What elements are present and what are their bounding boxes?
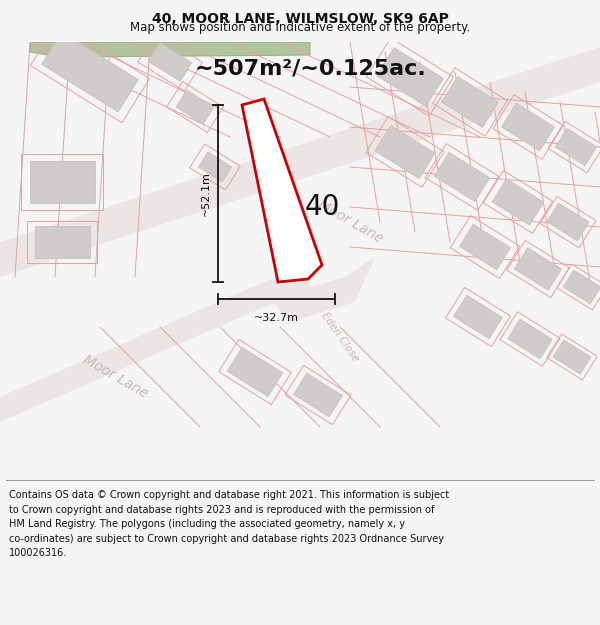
Text: 40, MOOR LANE, WILMSLOW, SK9 6AP: 40, MOOR LANE, WILMSLOW, SK9 6AP	[152, 12, 448, 26]
Text: ~507m²/~0.125ac.: ~507m²/~0.125ac.	[195, 59, 427, 79]
Polygon shape	[0, 262, 310, 422]
Text: Moor Lane: Moor Lane	[315, 198, 385, 246]
Polygon shape	[30, 42, 310, 57]
Text: Eden Close: Eden Close	[319, 311, 361, 364]
Polygon shape	[35, 226, 89, 258]
Polygon shape	[377, 48, 443, 106]
Polygon shape	[199, 152, 232, 182]
Text: ~52.1m: ~52.1m	[201, 171, 211, 216]
Text: ~32.7m: ~32.7m	[254, 313, 299, 323]
Polygon shape	[434, 152, 490, 202]
Polygon shape	[442, 76, 499, 128]
Polygon shape	[508, 319, 552, 359]
Polygon shape	[454, 295, 502, 339]
Polygon shape	[556, 128, 596, 166]
Polygon shape	[148, 42, 192, 81]
Polygon shape	[460, 224, 511, 269]
Polygon shape	[242, 99, 322, 282]
Polygon shape	[563, 270, 600, 304]
Polygon shape	[502, 103, 554, 151]
Polygon shape	[547, 203, 589, 241]
Polygon shape	[176, 90, 214, 124]
Text: Moor Lane: Moor Lane	[80, 352, 150, 401]
Text: Map shows position and indicative extent of the property.: Map shows position and indicative extent…	[130, 21, 470, 34]
Text: 40: 40	[305, 193, 340, 221]
Text: Contains OS data © Crown copyright and database right 2021. This information is : Contains OS data © Crown copyright and d…	[9, 491, 449, 558]
Polygon shape	[293, 373, 343, 417]
Polygon shape	[553, 340, 591, 374]
Polygon shape	[0, 47, 600, 277]
Polygon shape	[227, 348, 283, 397]
Polygon shape	[375, 126, 435, 179]
Polygon shape	[42, 32, 138, 112]
Polygon shape	[514, 248, 562, 290]
Polygon shape	[29, 161, 95, 203]
Polygon shape	[270, 257, 375, 322]
Polygon shape	[492, 179, 544, 225]
